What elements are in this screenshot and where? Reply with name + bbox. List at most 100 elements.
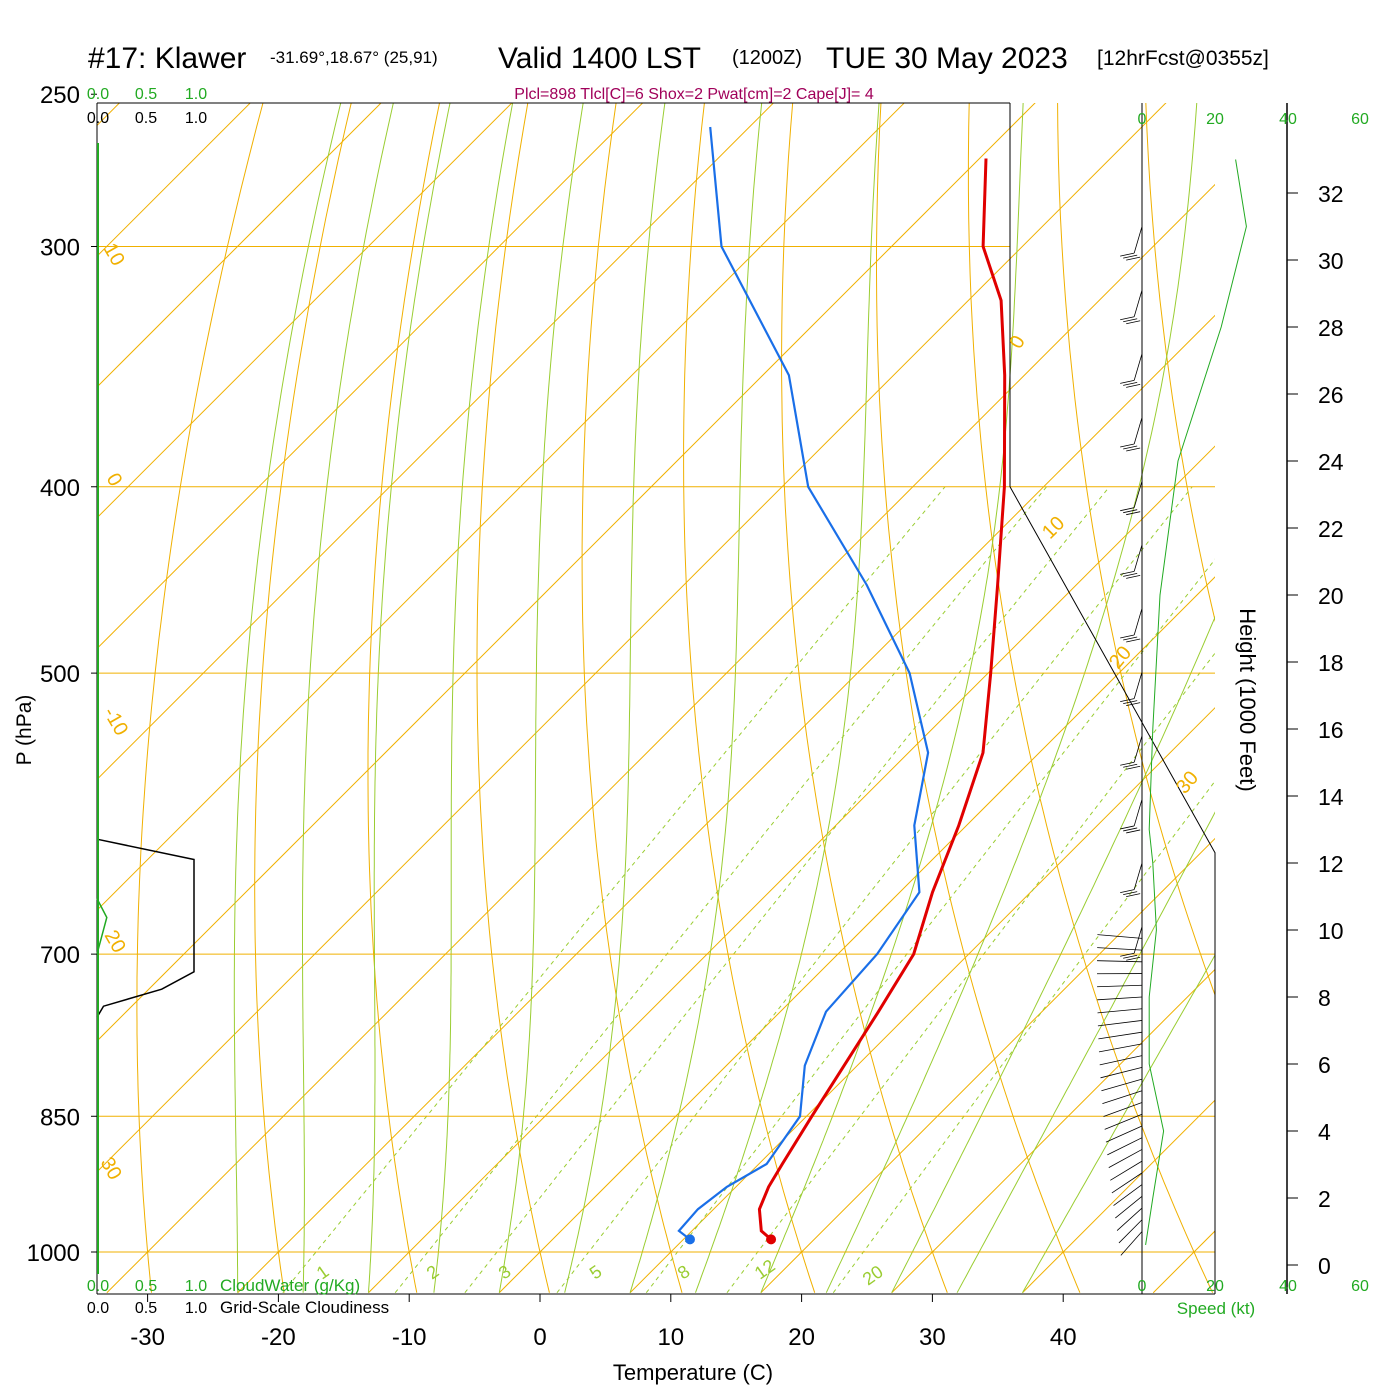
- isotherm-line: [97, 103, 905, 911]
- wind-barb-feather: [1126, 447, 1141, 452]
- wind-barb: [1133, 226, 1143, 254]
- height-tick-label: 12: [1318, 851, 1344, 877]
- cloudwater-scale-bottom: 0.0: [87, 1278, 109, 1295]
- cloudwater-scale-top: 0.5: [135, 86, 157, 103]
- mixing-ratio-line: [464, 486, 1110, 1294]
- wind-barb-feather: [1126, 320, 1141, 325]
- height-tick-label: 8: [1318, 985, 1331, 1011]
- cloudwater-label: CloudWater (g/Kg): [220, 1276, 360, 1295]
- speed-tick-label-bottom: 20: [1206, 1278, 1224, 1295]
- x-axis-label: Temperature (C): [613, 1360, 773, 1385]
- wind-barb: [1115, 1196, 1143, 1219]
- temperature-tick-label: -30: [130, 1324, 165, 1351]
- wind-barb: [1097, 1008, 1143, 1014]
- wind-barb-feather: [1123, 763, 1138, 768]
- wind-barb: [1113, 1184, 1143, 1206]
- height-tick-label: 2: [1318, 1186, 1331, 1212]
- surface-temperature-dot: [766, 1234, 777, 1245]
- wind-barb: [1097, 947, 1143, 951]
- speed-tick-label-top: 20: [1206, 111, 1224, 128]
- cloudwater-scale-bottom: 0.5: [135, 1278, 157, 1295]
- pressure-tick-label: 500: [40, 661, 80, 688]
- wind-barb-feather: [1123, 700, 1138, 705]
- wind-barb-feather: [1126, 702, 1141, 707]
- wind-barb-feather: [1123, 891, 1138, 895]
- wind-barb: [1133, 480, 1143, 508]
- wind-barb: [1133, 735, 1143, 763]
- height-tick-label: 6: [1318, 1052, 1331, 1078]
- wind-barb: [1103, 1102, 1143, 1117]
- moist-adiabat: [433, 103, 514, 1293]
- isotherm-line: [106, 183, 1215, 1294]
- speed-tick-label-top: 0: [1138, 111, 1147, 128]
- isotherm-line: [97, 103, 1036, 1042]
- temperature-tick-label: -10: [392, 1324, 427, 1351]
- indices-line: Plcl=898 Tlcl[C]=6 Shox=2 Pwat[cm]=2 Cap…: [514, 86, 874, 103]
- wind-barb: [1133, 671, 1143, 699]
- moist-adiabat: [498, 103, 584, 1293]
- dry-adiabat: [967, 103, 1214, 1293]
- isotherm-line: [97, 103, 513, 519]
- wind-barb-feather: [1123, 827, 1138, 832]
- wind-panel: [1096, 159, 1247, 1256]
- cloudiness-scale-bottom: 0.0: [87, 1300, 109, 1317]
- mixing-ratio-label: 2: [423, 1261, 443, 1283]
- cloudiness-scale-top: 0.5: [135, 110, 157, 127]
- station-title: #17: Klawer: [88, 42, 246, 75]
- wind-barb: [1110, 1160, 1143, 1181]
- valid-date: TUE 30 May 2023: [826, 42, 1068, 75]
- moist-adiabat: [891, 615, 1215, 1293]
- temperature-tick-label: 10: [657, 1324, 684, 1351]
- height-tick-label: 22: [1318, 516, 1344, 542]
- mixing-ratio-line: [394, 486, 1047, 1294]
- wind-barb: [1108, 1149, 1143, 1168]
- pressure-tick-label: 250: [40, 82, 80, 109]
- moist-adiabat: [564, 103, 666, 1293]
- speed-tick-label-top: 40: [1279, 111, 1297, 128]
- wind-barb: [1118, 1219, 1143, 1244]
- valid-time: Valid 1400 LST: [498, 42, 701, 75]
- pressure-tick-label: 400: [40, 475, 80, 502]
- wind-barb: [1102, 1090, 1143, 1105]
- wind-barb-feather: [1123, 445, 1138, 450]
- dry-adiabat: [781, 103, 948, 1293]
- height-tick-label: 0: [1318, 1253, 1331, 1279]
- cloud-scales: 0.0 0.0 0.0 0.0 0.5 0.5 0.5 0.5 1.0 1.0 1.0 1.0: [87, 86, 207, 1317]
- wind-barb: [1098, 1043, 1143, 1053]
- speed-tick-label-bottom: 0: [1138, 1278, 1147, 1295]
- wind-barb: [1111, 1172, 1143, 1194]
- wind-barb: [1104, 1113, 1143, 1130]
- wind-barb-feather: [1123, 318, 1138, 323]
- mixing-ratio-label: 8: [674, 1261, 694, 1283]
- background-lines: [97, 103, 1215, 1294]
- isotherm-line: [97, 103, 644, 650]
- height-tick-label: 20: [1318, 583, 1344, 609]
- plot-frame: [96, 102, 1288, 1295]
- sounding-lines: [677, 126, 1007, 1245]
- wind-barb-feather: [1123, 381, 1138, 386]
- mixing-ratio-label: 20: [859, 1261, 887, 1289]
- wind-barb-feather: [1120, 825, 1135, 830]
- wind-barb-feather: [1126, 893, 1141, 897]
- isotherm-label: 10: [99, 240, 129, 270]
- wind-barb-feather: [1120, 316, 1135, 321]
- wind-barb: [1133, 544, 1143, 572]
- height-tick-label: 18: [1318, 650, 1344, 676]
- moist-adiabat: [629, 103, 763, 1293]
- moist-adiabat: [695, 103, 880, 1293]
- dry-adiabat: [1057, 103, 1215, 997]
- speed-tick-label-top: 60: [1351, 111, 1369, 128]
- isotherm-line: [97, 103, 382, 388]
- wind-barb-feather: [1126, 511, 1141, 516]
- wind-barb-feather: [1120, 698, 1135, 703]
- wind-barb-feather: [1123, 954, 1138, 959]
- wind-barb-feather: [1120, 252, 1135, 257]
- cloudiness-scale-bottom: 0.5: [135, 1300, 157, 1317]
- isotherm-label: 10: [1038, 512, 1069, 543]
- isotherm-line: [97, 103, 251, 257]
- speed-axis-label: Speed (kt): [1177, 1299, 1255, 1318]
- height-tick-label: 4: [1318, 1119, 1331, 1145]
- wind-barb-feather: [1120, 889, 1135, 893]
